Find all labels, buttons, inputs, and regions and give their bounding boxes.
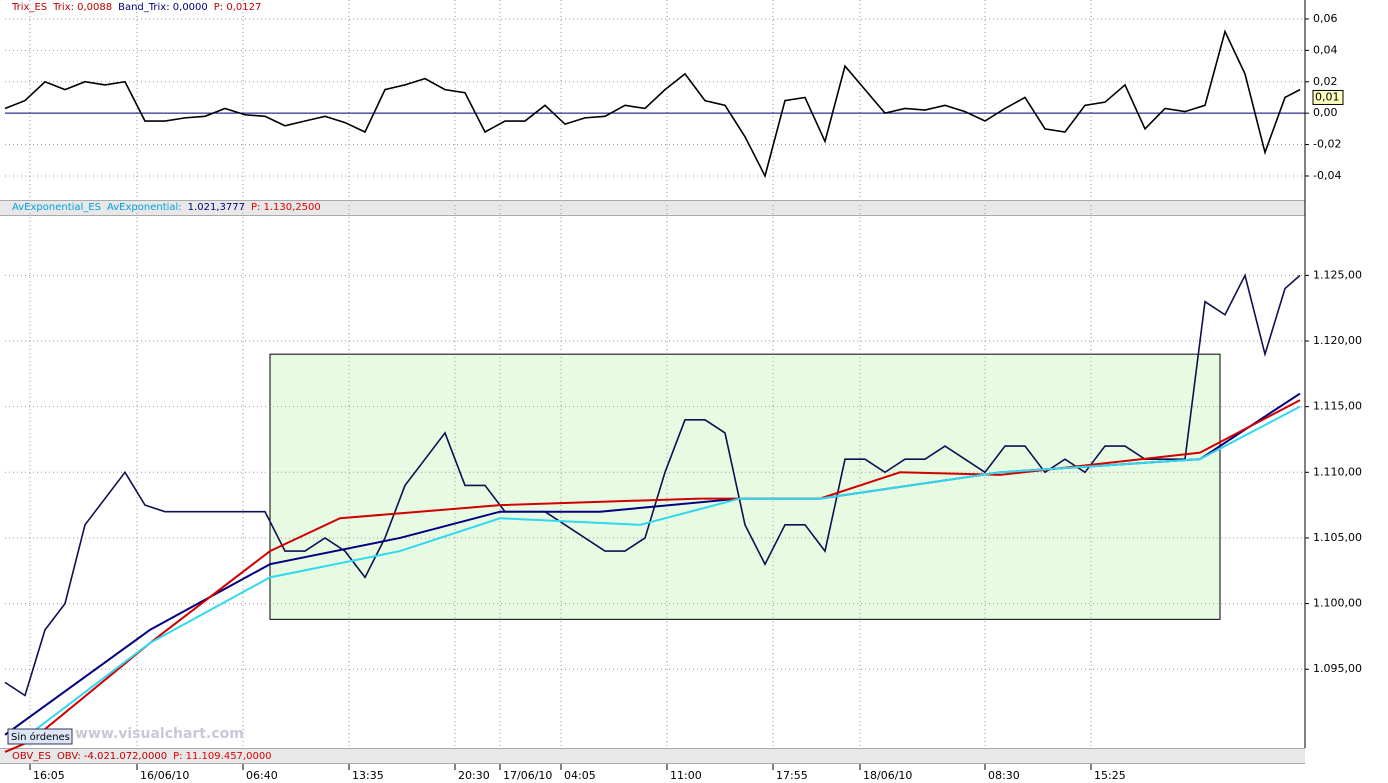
y-tick-label: 0,04: [1313, 43, 1338, 56]
y-tick-label: 1.095,00: [1313, 662, 1362, 675]
header-item: OBV_ES: [12, 751, 51, 762]
y-tick-label: 0,00: [1313, 106, 1338, 119]
x-tick-label: 20:30: [458, 769, 490, 782]
x-tick-label: 17/06/10: [503, 769, 552, 782]
panel-separator: [0, 200, 1388, 216]
button[interactable]: [7, 728, 73, 745]
panel-separator: [0, 748, 1388, 764]
x-tick-label: 06:40: [246, 769, 278, 782]
button-label[interactable]: Sin órdenes: [11, 731, 70, 743]
series-line: [4, 29, 1301, 179]
x-tick-label: 04:05: [564, 769, 596, 782]
y-tick-label: 1.125,00: [1313, 268, 1362, 281]
series-line: [19, 405, 1301, 743]
y-tick-label: 1.110,00: [1313, 465, 1362, 478]
y-tick-label: 1.120,00: [1313, 334, 1362, 347]
header-item: Band_Trix: 0,0000: [118, 2, 208, 13]
x-tick-label: 11:00: [670, 769, 702, 782]
axis-area: [1305, 0, 1388, 783]
panel-header: AvExponential_ES AvExponential: 1.021,3777…: [12, 202, 321, 214]
x-tick-label: 18/06/10: [863, 769, 912, 782]
y-tick-label: -0,02: [1313, 138, 1341, 151]
x-tick-label: 08:30: [988, 769, 1020, 782]
x-tick-label: 17:55: [776, 769, 808, 782]
highlight-box: [269, 353, 1221, 620]
series-line: [4, 399, 1301, 753]
header-item: P: 0,0127: [213, 2, 262, 13]
header-item: P: 11.109.457,0000: [173, 751, 272, 762]
last-value-label: 0,01: [1315, 90, 1340, 103]
x-tick-label: 13:35: [352, 769, 384, 782]
header-item: Trix: 0,0088: [53, 2, 113, 13]
last-value-box: [1312, 89, 1344, 105]
y-tick-label: 1.100,00: [1313, 597, 1362, 610]
header-item: OBV: -4.021.072,0000: [56, 751, 168, 762]
header-item: P: 1.130,2500: [250, 202, 321, 213]
header-item: AvExponential:: [106, 202, 182, 213]
x-tick-label: 16/06/10: [140, 769, 189, 782]
watermark: www.visualchart.com: [75, 726, 244, 742]
x-tick-label: 16:05: [33, 769, 65, 782]
y-tick-label: 1.115,00: [1313, 400, 1362, 413]
y-tick-label: 1.105,00: [1313, 531, 1362, 544]
y-tick-label: 0,06: [1313, 12, 1338, 25]
panel-header: Trix_ES Trix: 0,0088 Band_Trix: 0,0000 P: 0…: [12, 2, 261, 14]
y-tick-label: 0,02: [1313, 75, 1338, 88]
header-item: AvExponential_ES: [12, 202, 101, 213]
header-item: 1.021,3777: [187, 202, 245, 213]
panel-header: OBV_ES OBV: -4.021.072,0000 P: 11.109.457,…: [12, 751, 272, 763]
header-item: Trix_ES: [12, 2, 48, 13]
y-tick-label: -0,04: [1313, 169, 1341, 182]
series-line: [4, 273, 1301, 697]
x-tick-label: 15:25: [1094, 769, 1126, 782]
